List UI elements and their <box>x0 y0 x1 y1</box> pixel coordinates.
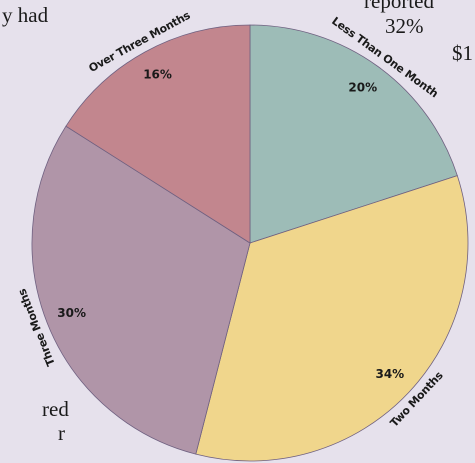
value-label: 30% <box>57 306 86 320</box>
text-fragment: reported <box>364 0 434 13</box>
value-label: 20% <box>348 80 377 94</box>
text-fragment: red <box>42 397 69 421</box>
value-label: 34% <box>375 367 404 381</box>
pie-slice <box>249 24 458 244</box>
pie-slice <box>195 175 469 462</box>
text-fragment: r <box>58 421 65 445</box>
value-label: 16% <box>143 67 172 81</box>
pie-slice <box>31 125 251 455</box>
text-fragment: 32% <box>385 14 424 38</box>
text-fragment: y had <box>2 3 49 27</box>
pie-slice <box>65 24 251 244</box>
text-fragment: $1 <box>452 41 473 65</box>
